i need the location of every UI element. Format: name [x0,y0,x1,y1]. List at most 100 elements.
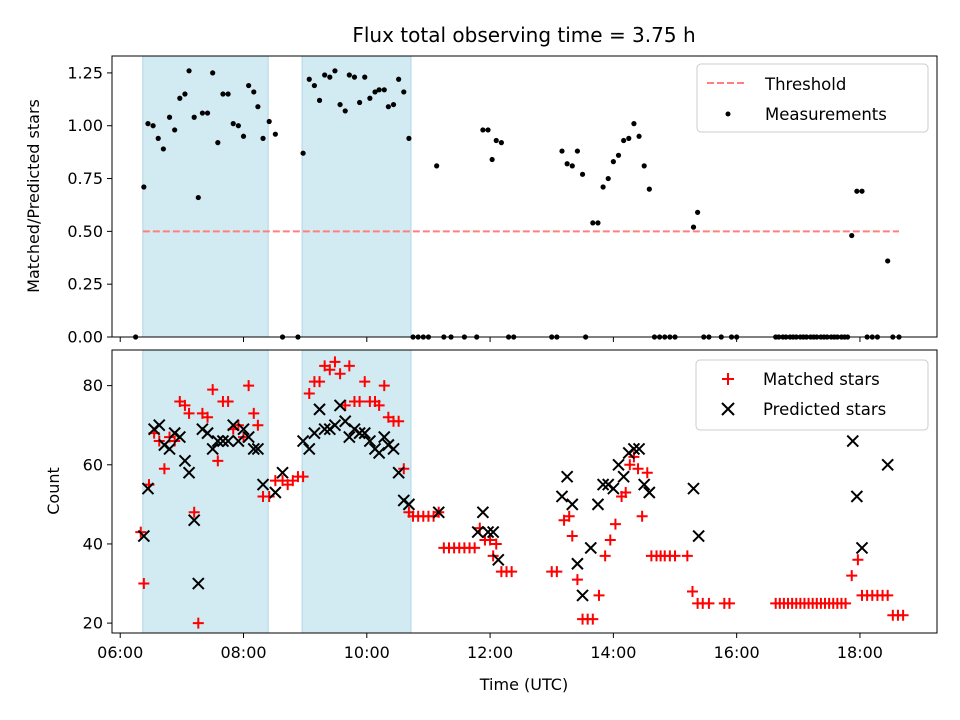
matched-star-marker [852,554,864,566]
x-axis-label: Time (UTC) [479,675,568,694]
predicted-star-marker [627,442,641,456]
predicted-star-marker [303,442,316,456]
measurement-point [357,99,363,106]
measurements-legend-swatch [725,111,731,117]
predicted-star-marker [227,418,240,432]
measurement-point [401,89,407,95]
predicted-star-marker [881,458,894,471]
measurement-point [390,101,397,108]
measurement-point [621,137,627,144]
top-y-tick-label: 0.75 [67,169,103,188]
measurement-point [172,127,178,133]
predicted-star-marker [211,434,225,448]
measurement-point [306,76,312,82]
predicted-legend-label: Predicted stars [763,400,886,419]
predicted-star-marker [607,482,620,495]
predicted-star-marker [242,430,255,444]
matched-star-marker [359,376,371,388]
top-legend-box [696,63,929,133]
measurement-point [489,156,495,163]
matched-star-marker [222,395,234,407]
predicted-star-marker [318,422,331,436]
matched-star-marker [393,415,405,427]
predicted-stars-points [137,399,894,602]
predicted-legend-swatch [721,402,735,416]
top-x-ticks [119,337,861,342]
predicted-star-marker [850,490,864,503]
measurement-point [246,82,252,89]
matched-star-marker [551,566,563,578]
predicted-star-marker [846,434,859,448]
matched-star-marker [248,407,260,419]
predicted-star-marker [486,525,500,539]
measurement-point [255,104,261,110]
measurement-point [177,95,183,101]
measurement-point [160,146,166,152]
predicted-star-marker [855,541,869,555]
measurement-point [199,110,206,116]
x-tick-label: 06:00 [97,643,143,662]
matched-star-marker [334,368,346,380]
predicted-star-marker [596,478,610,491]
bottom-y-axis-label: Count [44,467,63,515]
predicted-star-marker [471,525,484,539]
matched-star-marker [840,597,852,609]
measurement-point [367,95,373,101]
predicted-star-marker [276,466,289,479]
matched-star-marker [469,542,481,554]
matched-star-marker [243,380,255,392]
predicted-star-marker [182,466,196,479]
measurement-point [381,87,387,93]
top-y-tick-label: 1.25 [67,63,103,82]
top-y-axis-label: Matched/Predicted stars [24,99,43,293]
predicted-star-marker [153,418,166,432]
predicted-star-marker [237,422,250,436]
bottom-y-tick-label: 20 [83,614,103,633]
predicted-star-marker [387,442,400,456]
measurement-point [569,163,575,169]
measurements-legend-label: Measurements [765,105,887,124]
matched-star-marker [378,380,390,392]
matched-legend-swatch [722,373,734,385]
predicted-star-marker [163,442,176,456]
measurement-point [646,186,652,192]
measurement-point [498,140,504,146]
matched-star-marker [609,518,621,530]
measurement-point [859,188,865,194]
measurement-point [150,123,156,129]
matched-star-marker [669,550,681,562]
matched-star-marker [566,530,578,542]
predicted-star-marker [687,482,700,495]
measurement-point [215,140,221,146]
measurement-point [595,220,601,226]
predicted-star-marker [192,577,205,590]
predicted-star-marker [201,426,214,440]
matched-star-marker [179,399,191,411]
predicted-star-marker [632,442,646,456]
measurement-point [266,118,272,125]
predicted-star-marker [692,529,705,543]
bottom-x-ticks: 06:00 08:00 10:00 12:00 14:00 16:00 18:00 [97,633,883,662]
matched-star-marker [252,419,264,431]
matched-star-marker [882,589,894,601]
top-legend: Threshold Measurements [696,63,929,133]
matched-star-marker [641,467,653,479]
measurement-point [346,72,352,78]
x-tick-label: 08:00 [220,643,266,662]
bottom-legend: Matched stars Predicted stars [695,359,929,431]
measurement-point [342,108,348,114]
measurement-point [564,161,570,167]
measurement-point [230,121,236,127]
observing-window [142,55,269,338]
measurement-point [272,131,278,137]
matched-star-marker [373,399,385,411]
measurement-point [260,135,266,141]
matched-star-marker [490,538,502,550]
predicted-star-marker [378,430,391,444]
measurement-point [615,152,622,158]
predicted-star-marker [247,442,260,456]
predicted-star-marker [313,403,326,416]
matched-stars-points [135,356,909,629]
matched-star-marker [686,585,698,597]
measurement-point [641,163,647,169]
